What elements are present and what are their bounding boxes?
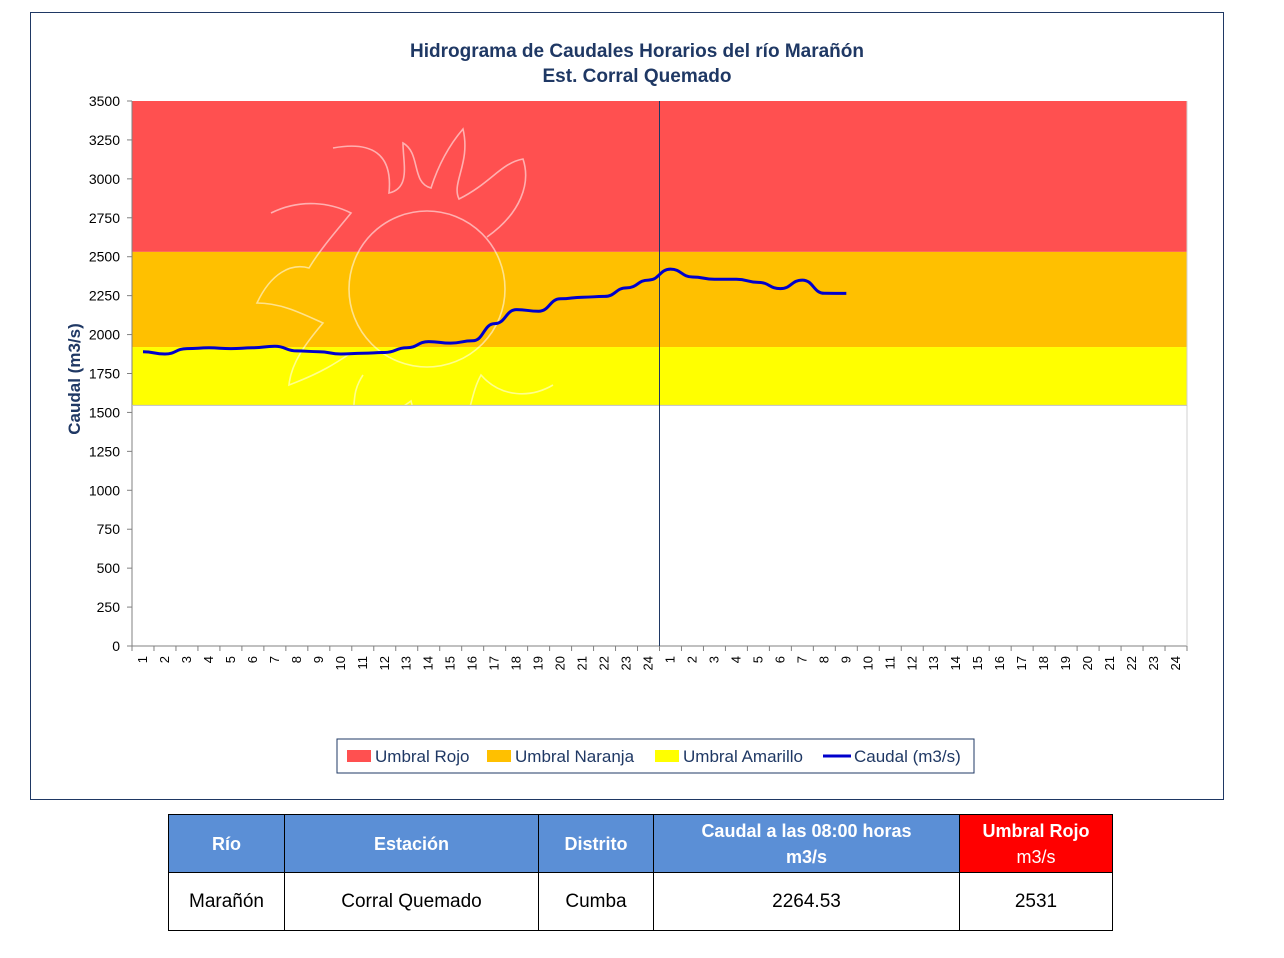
y-tick-label: 2750 (89, 210, 120, 226)
x-tick-label: 8 (289, 656, 304, 663)
header-umbral-line1: Umbral Rojo (982, 820, 1090, 841)
y-tick-label: 250 (97, 599, 121, 615)
x-tick-label: 19 (531, 656, 546, 670)
x-tick-label: 3 (179, 656, 194, 663)
y-axis-label: Caudal (m3/s) (65, 323, 84, 434)
header-rio: Río (168, 814, 285, 873)
y-tick-label: 3500 (89, 93, 120, 109)
legend-label-2: Umbral Amarillo (683, 747, 803, 766)
x-tick-label: 12 (904, 656, 919, 670)
chart-legend: Umbral Rojo Umbral Naranja Umbral Amarillo… (336, 738, 975, 774)
y-tick-label: 2500 (89, 249, 120, 265)
x-tick-label: 13 (926, 656, 941, 670)
x-tick-label: 6 (772, 656, 787, 663)
chart-subtitle: Est. Corral Quemado (543, 66, 732, 87)
y-tick-label: 0 (112, 638, 120, 654)
x-tick-label: 22 (597, 656, 612, 670)
table-header-row: Río Estación Distrito Caudal a las 08:00… (168, 814, 1113, 873)
x-tick-label: 15 (443, 656, 458, 670)
legend-swatch-1 (487, 750, 511, 762)
legend-swatch-0 (347, 750, 371, 762)
x-tick-label: 16 (465, 656, 480, 670)
y-tick-label: 1750 (89, 366, 120, 382)
cell-umbral: 2531 (959, 872, 1113, 931)
x-tick-label: 23 (1146, 656, 1161, 670)
sun-watermark-icon (255, 127, 554, 435)
x-tick-label: 24 (641, 656, 656, 670)
x-tick-label: 7 (267, 656, 282, 663)
x-tick-label: 22 (1124, 656, 1139, 670)
x-tick-label: 2 (157, 656, 172, 663)
header-umbral-line2: m3/s (1016, 846, 1056, 867)
x-tick-label: 19 (1058, 656, 1073, 670)
cell-rio: Marañón (168, 872, 285, 931)
x-tick-label: 20 (553, 656, 568, 670)
series-group (142, 267, 847, 356)
x-tick-label: 21 (575, 656, 590, 670)
x-tick-label: 10 (333, 656, 348, 670)
chart-frame: Hidrograma de Caudales Horarios del río … (30, 12, 1224, 800)
y-tick-label: 1500 (89, 404, 120, 420)
cell-estacion: Corral Quemado (284, 872, 539, 931)
legend-label-3: Caudal (m3/s) (854, 747, 961, 766)
x-tick-label: 9 (838, 656, 853, 663)
header-distrito: Distrito (538, 814, 654, 873)
x-tick-label: 15 (970, 656, 985, 670)
x-tick-label: 5 (750, 656, 765, 663)
x-tick-label: 1 (662, 656, 677, 663)
y-tick-label: 3250 (89, 132, 120, 148)
x-tick-label: 13 (399, 656, 414, 670)
x-tick-label: 16 (992, 656, 1007, 670)
x-tick-label: 3 (706, 656, 721, 663)
x-tick-label: 8 (816, 656, 831, 663)
legend-label-0: Umbral Rojo (375, 747, 469, 766)
x-tick-label: 11 (355, 656, 370, 670)
x-tick-label: 9 (311, 656, 326, 663)
x-tick-label: 14 (421, 656, 436, 670)
chart-title: Hidrograma de Caudales Horarios del río … (410, 41, 864, 62)
y-tick-label: 1250 (89, 443, 120, 459)
x-tick-label: 4 (728, 656, 743, 663)
x-tick-label: 5 (223, 656, 238, 663)
x-tick-label: 1 (135, 656, 150, 663)
y-tick-label: 750 (97, 521, 121, 537)
header-caudal-line2: m3/s (785, 846, 828, 867)
legend-label-1: Umbral Naranja (515, 747, 635, 766)
y-tick-label: 2250 (89, 288, 120, 304)
legend-swatch-2 (655, 750, 679, 762)
x-tick-label: 24 (1168, 656, 1183, 670)
header-caudal: Caudal a las 08:00 horas m3/s (653, 814, 960, 873)
y-tick-label: 500 (97, 560, 121, 576)
x-axis-ticks: 1 2 3 4 5 6 7 8 9 10 11 12 13 14 15 16 17 18 19 20 21 22 23 24 1… (131, 646, 1188, 670)
x-tick-label: 17 (1014, 656, 1029, 670)
y-axis-ticks: 0 250 500 750 1000 1250 1500 1750 2000 2250 2500 27… (89, 93, 132, 654)
y-tick-label: 1000 (89, 482, 120, 498)
x-tick-label: 2 (684, 656, 699, 663)
x-tick-label: 20 (1080, 656, 1095, 670)
x-tick-label: 7 (794, 656, 809, 663)
cell-caudal: 2264.53 (653, 872, 960, 931)
cell-distrito: Cumba (538, 872, 654, 931)
x-tick-label: 17 (487, 656, 502, 670)
hydrograph-chart: Hidrograma de Caudales Horarios del río … (65, 41, 1188, 774)
x-tick-label: 4 (201, 656, 216, 663)
x-tick-label: 23 (619, 656, 634, 670)
x-tick-label: 21 (1102, 656, 1117, 670)
x-tick-label: 10 (860, 656, 875, 670)
x-tick-label: 18 (509, 656, 524, 670)
table-row: Marañón Corral Quemado Cumba 2264.53 253… (168, 872, 1113, 931)
x-tick-label: 12 (377, 656, 392, 670)
x-tick-label: 14 (948, 656, 963, 670)
y-tick-label: 3000 (89, 171, 120, 187)
header-umbral-rojo: Umbral Rojo m3/s (959, 814, 1113, 873)
header-caudal-line1: Caudal a las 08:00 horas (701, 820, 912, 841)
x-tick-label: 11 (882, 656, 897, 670)
x-tick-label: 18 (1036, 656, 1051, 670)
station-info-table: Río Estación Distrito Caudal a las 08:00… (168, 814, 1113, 931)
header-estacion: Estación (284, 814, 539, 873)
y-tick-label: 2000 (89, 327, 120, 343)
series-line-caudal (142, 267, 847, 356)
x-tick-label: 6 (245, 656, 260, 663)
